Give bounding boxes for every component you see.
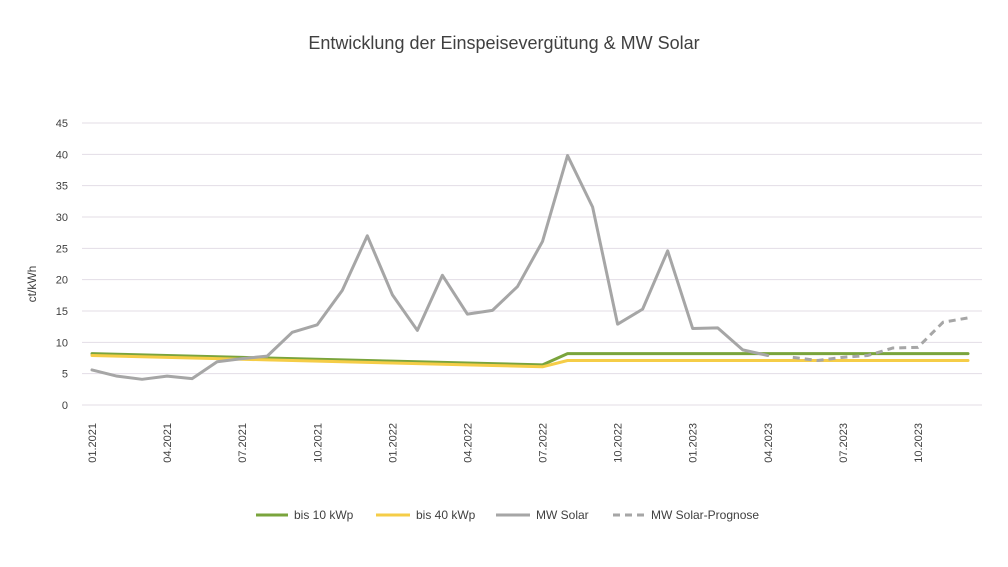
y-tick-label: 5 (62, 369, 68, 381)
legend-label-2: MW Solar (536, 508, 589, 522)
series-line-0 (90, 352, 970, 367)
y-tick-label: 20 (56, 275, 68, 287)
x-tick-label: 10.2021 (312, 423, 324, 463)
legend-label-3: MW Solar-Prognose (651, 508, 759, 522)
legend: bis 10 kWp bis 40 kWp MW Solar MW Solar-Pro… (256, 508, 759, 522)
series-line-3 (792, 316, 969, 363)
y-tick-label: 45 (56, 118, 68, 130)
chart-title: Entwicklung der Einspeisevergütung & MW … (308, 33, 699, 53)
y-tick-label: 40 (56, 149, 68, 161)
x-tick-label: 10.2023 (913, 423, 925, 463)
x-tick-label: 07.2022 (538, 423, 550, 463)
x-tick-label: 04.2021 (162, 423, 174, 463)
series-lines (90, 154, 970, 381)
y-tick-label: 25 (56, 243, 68, 255)
x-tick-label: 04.2023 (763, 423, 775, 463)
x-axis-ticks: 01.2021 04.2021 07.2021 10.2021 01.2022 04.20… (87, 423, 925, 463)
x-tick-label: 01.2022 (387, 423, 399, 463)
gridlines (82, 122, 982, 406)
y-axis-ticks: 0 5 10 15 20 25 30 35 40 45 (56, 118, 68, 412)
x-tick-label: 01.2023 (688, 423, 700, 463)
x-tick-label: 10.2022 (613, 423, 625, 463)
y-axis-label: ct/kWh (25, 266, 39, 303)
y-tick-label: 30 (56, 212, 68, 224)
x-tick-label: 07.2021 (237, 423, 249, 463)
y-tick-label: 10 (56, 337, 68, 349)
x-tick-label: 01.2021 (87, 423, 99, 463)
x-tick-label: 07.2023 (838, 423, 850, 463)
legend-label-0: bis 10 kWp (294, 508, 354, 522)
y-tick-label: 15 (56, 306, 68, 318)
series-line-2 (90, 154, 770, 381)
y-tick-label: 0 (62, 400, 68, 412)
legend-label-1: bis 40 kWp (416, 508, 476, 522)
x-tick-label: 04.2022 (462, 423, 474, 463)
y-tick-label: 35 (56, 181, 68, 193)
